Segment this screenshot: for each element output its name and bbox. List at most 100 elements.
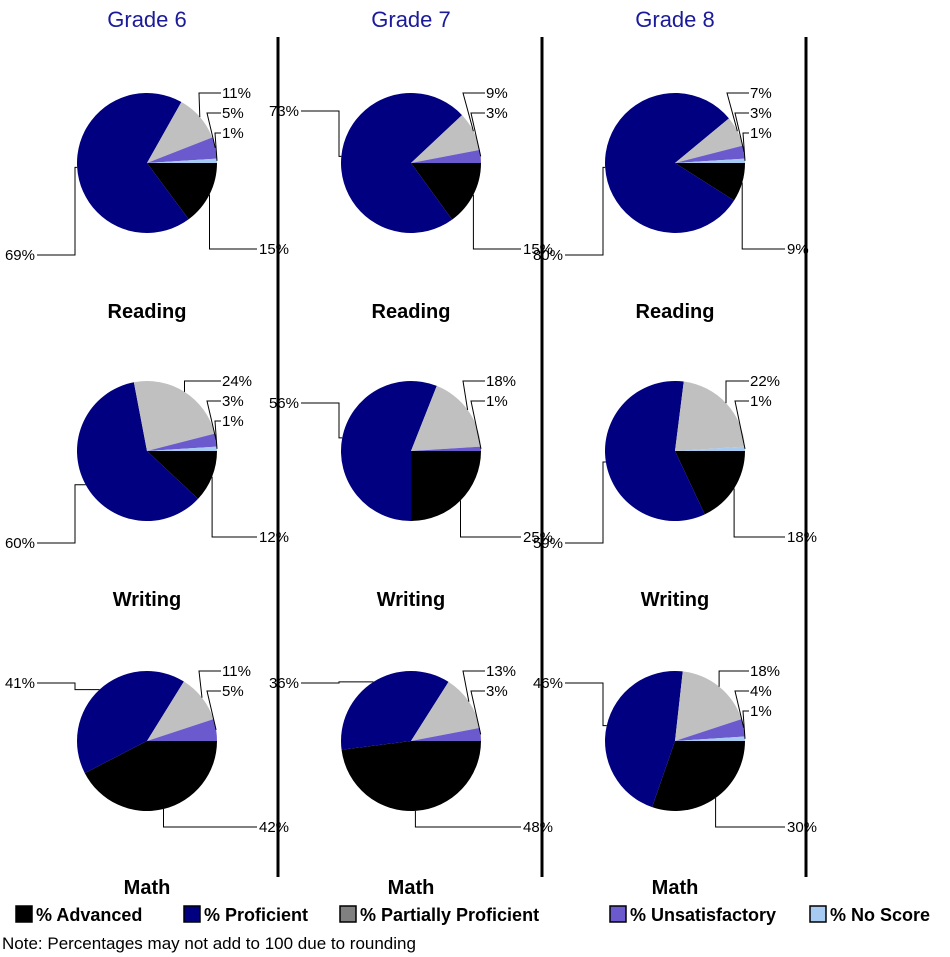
leader-partially-proficient-grade-7-reading (462, 92, 485, 132)
slice-partially-proficient-grade-8-math (675, 671, 742, 741)
legend: % Advanced % Proficient % Partially Profic… (15, 905, 930, 925)
footnote: Note: Percentages may not add to 100 due… (2, 934, 416, 953)
leader-unsatisfactory-grade-6-math (206, 690, 221, 731)
slice-unsatisfactory-grade-6-writing (147, 433, 217, 451)
slice-proficient-grade-6-math (76, 670, 184, 774)
grade-header-6: Grade 6 (107, 7, 187, 32)
label-partially-proficient-grade-6-writing: 24% (222, 373, 252, 390)
slice-partially-proficient-grade-8-reading (675, 118, 743, 163)
slice-unsatisfactory-grade-7-writing (411, 446, 481, 451)
leader-advanced-grade-8-reading (741, 182, 785, 250)
leader-partially-proficient-grade-8-reading (726, 92, 749, 132)
slice-proficient-grade-7-writing (340, 381, 437, 521)
label-no-score-grade-6-writing: 1% (222, 413, 244, 430)
leader-unsatisfactory-grade-6-reading (206, 112, 221, 149)
legend-swatch-unsatisfactory (609, 905, 627, 923)
legend-label-no-score: % No Score (830, 905, 930, 925)
subject-title-grade-7-math: Math (388, 877, 435, 899)
slice-advanced-grade-7-writing (411, 451, 481, 521)
leader-partially-proficient-grade-7-math (462, 670, 485, 702)
leader-advanced-grade-6-math (163, 809, 257, 828)
slice-partially-proficient-grade-6-math (147, 681, 214, 741)
label-unsatisfactory-grade-7-writing: 1% (486, 393, 508, 410)
slice-advanced-grade-7-reading (411, 163, 481, 220)
label-proficient-grade-8-reading: 80% (533, 247, 563, 264)
leader-proficient-grade-8-reading (565, 166, 606, 256)
label-partially-proficient-grade-7-reading: 9% (486, 85, 508, 102)
leader-proficient-grade-8-writing (565, 461, 606, 544)
label-proficient-grade-8-math: 46% (533, 675, 563, 692)
leader-no-score-grade-8-math (742, 710, 749, 739)
label-no-score-grade-6-reading: 1% (222, 125, 244, 142)
leader-partially-proficient-grade-8-math (718, 670, 749, 687)
pies-layer: 15% 69% 11% 5% 1% Reading 15% 73% 9% 3% Reading 9% 8… (5, 85, 817, 899)
slice-partially-proficient-grade-7-math (411, 681, 480, 741)
label-proficient-grade-6-math: 41% (5, 675, 35, 692)
legend-label-advanced: % Advanced (36, 905, 142, 925)
label-proficient-grade-7-math: 36% (269, 675, 299, 692)
legend-label-partially-proficient: % Partially Proficient (360, 905, 539, 925)
column-dividers (276, 37, 808, 877)
leader-advanced-grade-7-math (414, 810, 521, 828)
label-partially-proficient-grade-7-math: 13% (486, 663, 516, 680)
leader-unsatisfactory-grade-7-reading (470, 112, 485, 157)
leader-unsatisfactory-grade-8-reading (734, 112, 749, 153)
leader-advanced-grade-8-writing (733, 488, 785, 538)
leader-advanced-grade-6-writing (211, 476, 257, 538)
label-unsatisfactory-grade-8-math: 4% (750, 683, 772, 700)
slice-partially-proficient-grade-6-writing (133, 380, 215, 451)
label-partially-proficient-grade-7-writing: 18% (486, 373, 516, 390)
leader-proficient-grade-6-reading (37, 166, 78, 256)
leader-proficient-grade-8-math (565, 682, 607, 727)
pie-grade-7-writing: 25% 56% 18% 1% Writing (269, 373, 553, 611)
label-advanced-grade-7-writing: 25% (523, 529, 553, 546)
slice-no-score-grade-8-reading (675, 158, 745, 163)
pie-grade-6-math: 42% 41% 11% 5% Math (5, 663, 289, 899)
slice-unsatisfactory-grade-8-math (675, 719, 745, 741)
label-advanced-grade-7-math: 48% (523, 819, 553, 836)
label-partially-proficient-grade-8-math: 18% (750, 663, 780, 680)
legend-label-unsatisfactory: % Unsatisfactory (630, 905, 776, 925)
leader-proficient-grade-7-writing (301, 402, 343, 439)
label-advanced-grade-6-writing: 12% (259, 529, 289, 546)
label-partially-proficient-grade-8-reading: 7% (750, 85, 772, 102)
pie-grade-7-math: 48% 36% 13% 3% Math (269, 663, 553, 899)
leader-no-score-grade-6-writing (214, 420, 221, 449)
label-advanced-grade-8-math: 30% (787, 819, 817, 836)
slice-proficient-grade-7-math (340, 671, 449, 750)
subject-title-grade-6-reading: Reading (108, 301, 187, 323)
label-partially-proficient-grade-6-reading: 11% (222, 85, 251, 102)
label-no-score-grade-8-reading: 1% (750, 125, 772, 142)
label-partially-proficient-grade-6-math: 11% (222, 663, 251, 680)
label-proficient-grade-7-writing: 56% (269, 395, 299, 412)
leader-advanced-grade-8-math (715, 798, 785, 828)
label-proficient-grade-6-writing: 60% (5, 535, 35, 552)
label-proficient-grade-8-writing: 59% (533, 535, 563, 552)
legend-swatch-partially-proficient (339, 905, 357, 923)
slice-advanced-grade-6-writing (147, 451, 217, 499)
pie-grade-7-reading: 15% 73% 9% 3% Reading (269, 85, 553, 323)
pie-grade-6-writing: 12% 60% 24% 3% 1% Writing (5, 373, 289, 611)
label-unsatisfactory-grade-7-math: 3% (486, 683, 508, 700)
subject-title-grade-8-math: Math (652, 877, 699, 899)
legend-swatch-proficient (183, 905, 201, 923)
leader-proficient-grade-7-reading (301, 110, 342, 157)
leader-partially-proficient-grade-6-reading (198, 92, 221, 118)
label-advanced-grade-8-writing: 18% (787, 529, 817, 546)
label-advanced-grade-8-reading: 9% (787, 241, 809, 258)
slice-advanced-grade-8-reading (675, 163, 745, 201)
grade-headers: Grade 6 Grade 7 Grade 8 (107, 7, 715, 32)
slice-unsatisfactory-grade-7-reading (411, 149, 481, 163)
label-advanced-grade-7-reading: 15% (523, 241, 553, 258)
leader-advanced-grade-7-writing (460, 500, 521, 538)
leader-partially-proficient-grade-6-writing (184, 380, 221, 392)
label-partially-proficient-grade-8-writing: 22% (750, 373, 780, 390)
label-unsatisfactory-grade-6-math: 5% (222, 683, 244, 700)
leader-unsatisfactory-grade-7-writing (470, 400, 485, 449)
legend-swatch-no-score (809, 905, 827, 923)
pie-grade-8-math: 30% 46% 18% 4% 1% Math (533, 663, 817, 899)
slice-no-score-grade-8-math (675, 736, 745, 741)
leader-advanced-grade-7-reading (472, 194, 521, 250)
grade-header-8: Grade 8 (635, 7, 715, 32)
